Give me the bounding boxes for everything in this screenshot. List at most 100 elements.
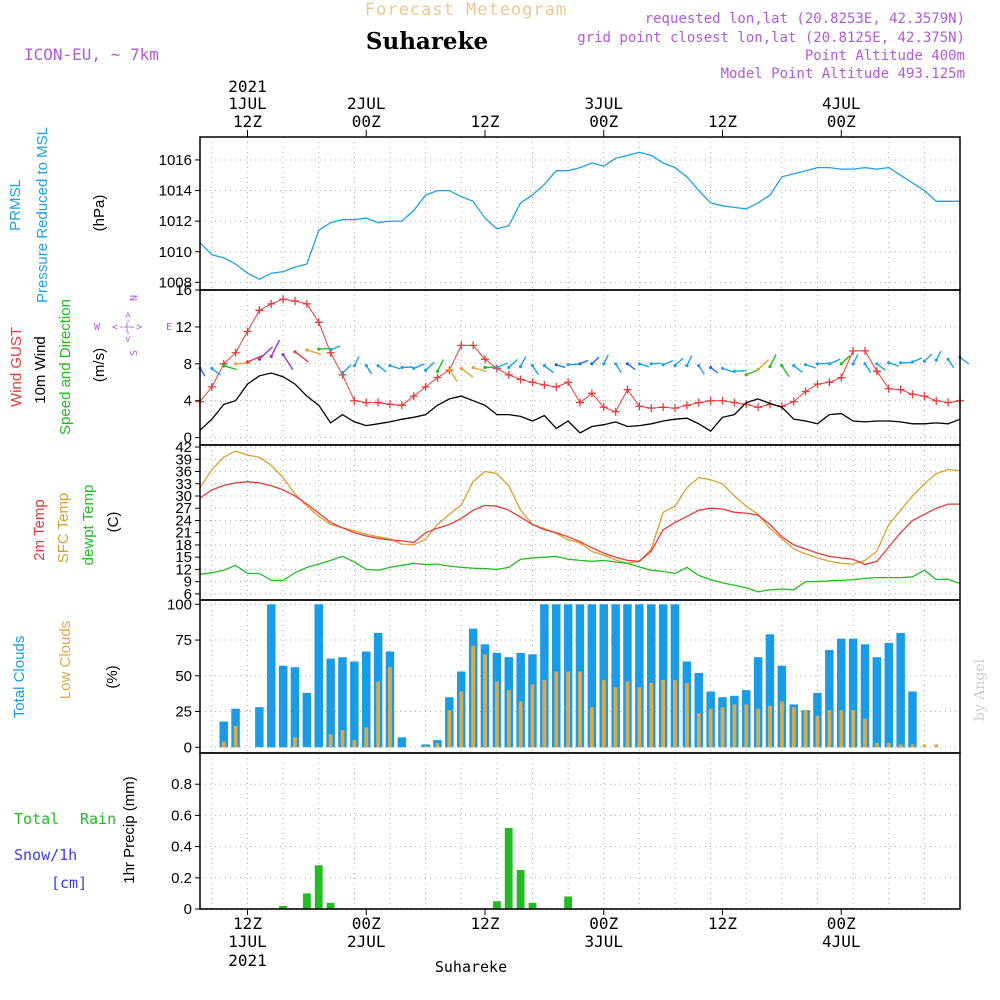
- temp-2m-label: 2m Temp: [31, 499, 48, 560]
- wind-direction-head: [934, 358, 938, 362]
- wind-direction-head: [792, 364, 796, 368]
- wind-direction-arrow: [674, 357, 684, 367]
- point-altitude: Point Altitude 400m: [805, 48, 965, 64]
- wind-direction-head: [435, 369, 440, 373]
- gust-marker: [421, 382, 430, 391]
- credit-label: by Angel: [972, 658, 988, 721]
- total-cloud-bar: [362, 651, 371, 748]
- wind-direction-head: [899, 361, 903, 365]
- total-cloud-bar: [611, 604, 620, 748]
- wind-direction-arrow: [401, 366, 413, 369]
- low-cloud-bar: [815, 715, 820, 748]
- gust-marker: [302, 299, 311, 308]
- gust-marker: [908, 390, 917, 399]
- low-cloud-bar: [590, 707, 594, 748]
- low-cloud-bar: [435, 743, 440, 748]
- prmsl-line: [199, 151, 960, 281]
- 10m-wind-line: [199, 372, 961, 434]
- gust-marker: [861, 346, 869, 355]
- compass-n: N: [129, 295, 140, 301]
- pressure-unit: (hPa): [91, 195, 108, 232]
- ytick-label-temp: 27: [175, 500, 192, 517]
- model-label: ICON-EU, ~ 7km: [24, 45, 159, 64]
- ytick-label-wind: 4: [184, 393, 192, 410]
- wind-direction-head: [281, 352, 285, 357]
- rain-bar: [528, 902, 537, 909]
- wind-10m-label: 10m Wind: [32, 336, 49, 404]
- ytick-label-temp: 24: [175, 512, 192, 529]
- wind-direction-arrow: [425, 361, 435, 371]
- low-cloud-bar: [530, 684, 535, 748]
- rain-bar: [516, 870, 525, 909]
- low-cloud-bar: [934, 744, 939, 748]
- wind-direction-head: [542, 364, 546, 368]
- wind-direction-head: [483, 365, 487, 370]
- requested-coords: requested lon,lat (20.8253E, 42.3579N): [645, 11, 965, 27]
- low-cloud-bar: [839, 710, 844, 748]
- wind-direction-arrow: [318, 347, 333, 350]
- gust-marker: [433, 373, 442, 382]
- ytick-label-clouds: 0: [184, 739, 192, 756]
- wind-direction-arrow: [342, 364, 352, 374]
- sfc-temp-line: [199, 450, 961, 565]
- ytick-label-precip: 0: [184, 901, 192, 918]
- gust-marker: [659, 403, 668, 412]
- precip-rain-label: Rain: [80, 810, 116, 828]
- wind-direction-arrow: [639, 363, 650, 368]
- total-cloud-bar: [599, 604, 608, 748]
- gust-marker: [872, 367, 881, 376]
- rain-bar: [504, 827, 513, 909]
- ytick-label-temp: 36: [175, 464, 192, 481]
- gust-marker: [207, 382, 216, 391]
- total-cloud-bar: [516, 652, 525, 748]
- total-cloud-bar: [635, 604, 644, 748]
- gust-marker: [243, 327, 252, 336]
- low-cloud-bar: [922, 744, 927, 748]
- gust-marker: [386, 400, 394, 409]
- total-cloud-bar: [267, 604, 276, 748]
- low-cloud-bar: [661, 680, 665, 748]
- wind-direction-arrow: [698, 365, 705, 375]
- total-cloud-bar: [326, 658, 335, 748]
- wind-direction-head: [447, 367, 451, 371]
- total-cloud-bar: [860, 644, 870, 748]
- ytick-label-precip: 0.8: [171, 776, 192, 793]
- wind-direction-arrow: [377, 365, 387, 373]
- axis-ticks: 1008101010121014101604812166912151821242…: [159, 77, 861, 970]
- top-hour-label: 00Z: [352, 112, 381, 131]
- low-cloud-bar: [471, 645, 475, 748]
- wind-direction-arrow: [282, 354, 294, 370]
- low-cloud-bar: [863, 718, 867, 748]
- wind-direction-head: [257, 357, 261, 361]
- ytick-label-clouds: 75: [175, 632, 192, 649]
- gust-marker: [932, 396, 941, 405]
- wind-direction-arrow: [805, 364, 817, 369]
- total-cloud-bar: [872, 657, 882, 748]
- precip-snow-label: Snow/1h: [14, 846, 77, 864]
- ytick-label-precip: 0.6: [171, 807, 192, 824]
- wind-direction-head: [625, 362, 630, 366]
- wind-direction-head: [376, 364, 380, 368]
- wind-direction-arrow: [852, 353, 859, 365]
- wind-direction-head: [709, 365, 713, 370]
- rain-bar: [279, 905, 287, 909]
- 2m-temp-line: [199, 481, 960, 566]
- wind-direction-head: [685, 364, 689, 368]
- wind-direction-head: [661, 363, 665, 367]
- wind-direction-arrow: [520, 356, 527, 367]
- wind-direction-head: [340, 371, 345, 375]
- bottom-hour-label: 12Z: [233, 914, 262, 933]
- total-cloud-bar: [350, 661, 359, 748]
- rain-bar: [326, 902, 335, 909]
- wind-direction-head: [804, 363, 808, 367]
- wind-direction-arrow: [757, 359, 770, 370]
- wind-unit: (m/s): [91, 348, 108, 382]
- low-cloud-bar: [696, 713, 701, 748]
- low-cloud-bar: [423, 745, 428, 748]
- low-cloud-bar: [495, 681, 499, 748]
- clouds-unit: (%): [104, 665, 121, 688]
- total-cloud-bar: [837, 638, 846, 748]
- wind-direction-head: [507, 365, 511, 370]
- wind-direction-arrow: [793, 365, 803, 373]
